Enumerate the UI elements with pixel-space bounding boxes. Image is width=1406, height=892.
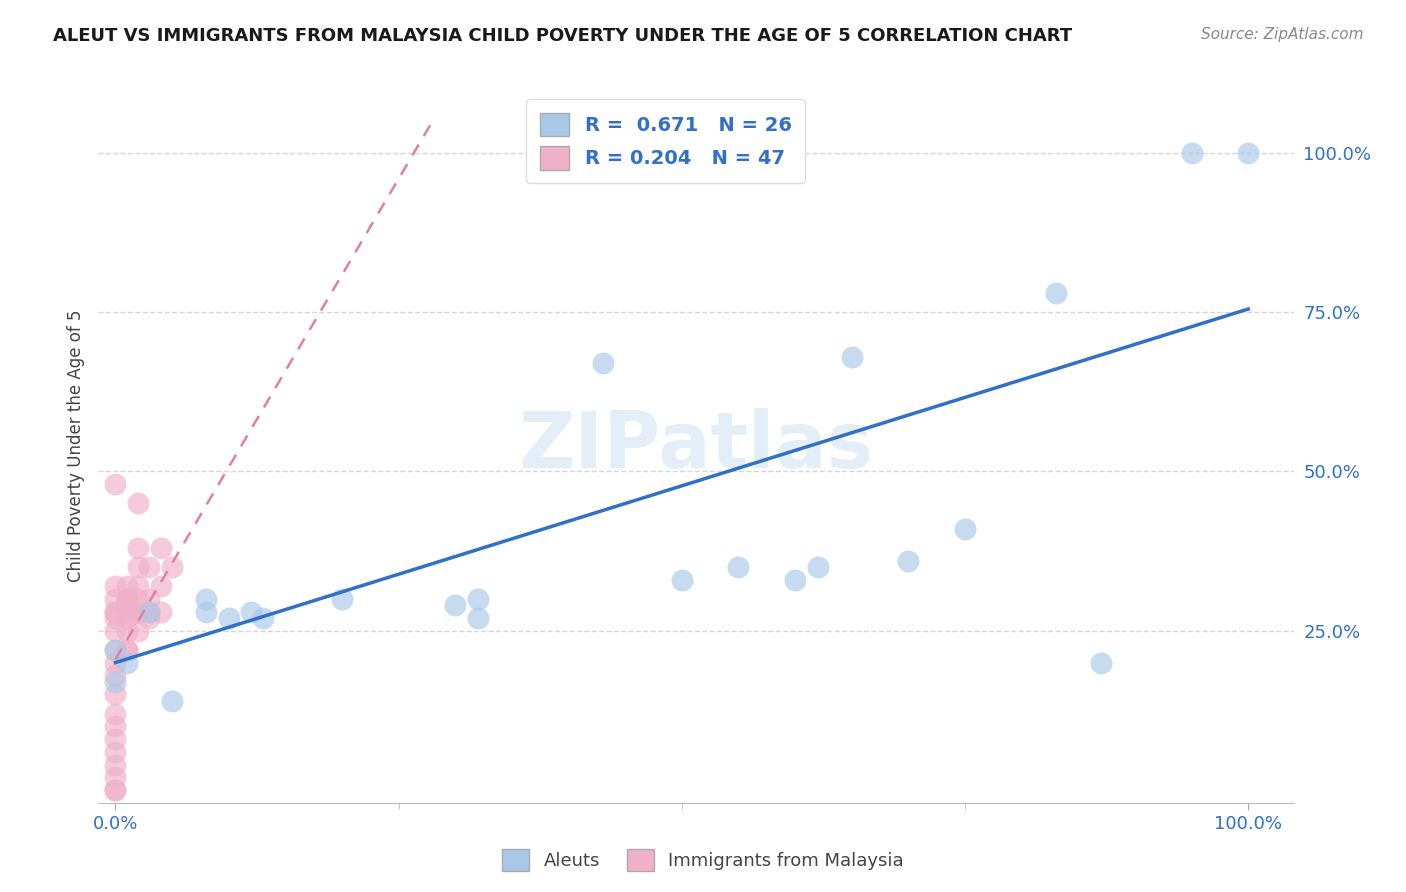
Point [953,522,976,536]
Point [115,605,138,619]
Point [127,496,149,510]
Point [104,757,127,772]
Point [127,591,149,606]
Point [138,605,160,619]
Point [115,643,138,657]
Point [104,579,127,593]
Point [149,605,172,619]
Point [115,599,138,613]
Point [444,599,467,613]
Point [115,624,138,638]
Point [160,694,183,708]
Point [592,356,614,370]
Point [115,611,138,625]
Point [467,591,489,606]
Point [104,719,127,733]
Legend: Aleuts, Immigrants from Malaysia: Aleuts, Immigrants from Malaysia [495,842,911,879]
Point [104,770,127,784]
Point [149,541,172,555]
Point [127,560,149,574]
Point [240,605,263,619]
Point [160,560,183,574]
Point [127,541,149,555]
Point [127,579,149,593]
Point [149,579,172,593]
Point [104,783,127,797]
Text: ZIPatlas: ZIPatlas [519,408,873,484]
Point [104,745,127,759]
Point [841,350,863,364]
Point [1090,656,1112,670]
Point [195,605,218,619]
Point [727,560,749,574]
Point [115,656,138,670]
Y-axis label: Child Poverty Under the Age of 5: Child Poverty Under the Age of 5 [66,310,84,582]
Point [104,656,127,670]
Point [104,668,127,682]
Point [330,591,353,606]
Point [1045,286,1067,301]
Text: Source: ZipAtlas.com: Source: ZipAtlas.com [1201,27,1364,42]
Point [115,591,138,606]
Point [467,611,489,625]
Point [138,591,160,606]
Point [115,591,138,606]
Point [104,674,127,689]
Point [115,605,138,619]
Legend: R =  0.671   N = 26, R = 0.204   N = 47: R = 0.671 N = 26, R = 0.204 N = 47 [526,99,806,184]
Point [138,611,160,625]
Point [104,706,127,721]
Point [104,605,127,619]
Point [104,783,127,797]
Point [807,560,830,574]
Point [195,591,218,606]
Point [104,611,127,625]
Point [671,573,693,587]
Point [127,605,149,619]
Point [104,732,127,747]
Point [104,591,127,606]
Point [897,554,920,568]
Point [104,477,127,491]
Text: ALEUT VS IMMIGRANTS FROM MALAYSIA CHILD POVERTY UNDER THE AGE OF 5 CORRELATION C: ALEUT VS IMMIGRANTS FROM MALAYSIA CHILD … [53,27,1073,45]
Point [127,605,149,619]
Point [115,579,138,593]
Point [127,624,149,638]
Point [115,599,138,613]
Point [104,688,127,702]
Point [252,611,274,625]
Point [218,611,240,625]
Point [104,605,127,619]
Point [138,560,160,574]
Point [104,624,127,638]
Point [138,605,160,619]
Point [1237,145,1260,160]
Point [115,591,138,606]
Point [1180,145,1202,160]
Point [104,643,127,657]
Point [104,643,127,657]
Point [783,573,806,587]
Point [115,643,138,657]
